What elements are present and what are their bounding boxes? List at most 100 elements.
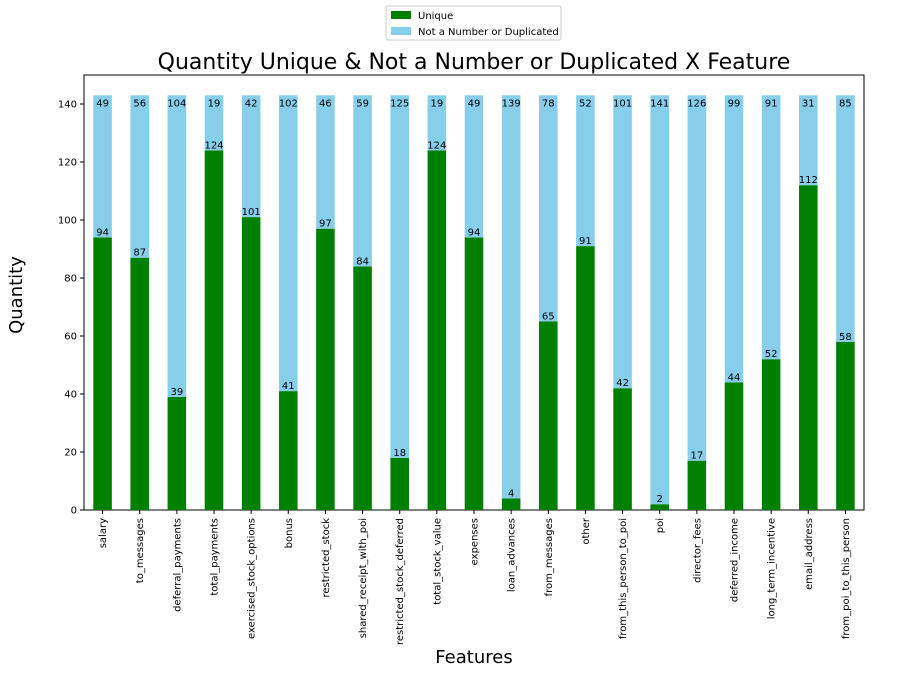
data-label-unique: 124 xyxy=(204,140,223,151)
x-tick-label: deferral_payments xyxy=(172,518,183,612)
data-label-nan-duplicated: 52 xyxy=(579,98,592,109)
bar-unique-total-payments xyxy=(204,150,224,510)
bar-nan-duplicated-long-term-incentive xyxy=(761,95,781,360)
data-label-nan-duplicated: 91 xyxy=(765,98,778,109)
bar-nan-duplicated-deferred-income xyxy=(724,95,744,383)
data-label-nan-duplicated: 49 xyxy=(96,98,109,109)
bar-labels-group: 9449875639104124191014241102974684591812… xyxy=(96,98,852,505)
bar-unique-from-poi-to-this-person xyxy=(836,341,855,510)
x-tick-label: email_address xyxy=(804,518,815,590)
data-label-unique: 4 xyxy=(508,488,514,499)
data-label-unique: 94 xyxy=(96,227,109,238)
bar-nan-duplicated-from-poi-to-this-person xyxy=(836,95,855,342)
x-tick-label: director_fees xyxy=(692,518,703,583)
x-tick-label: from_messages xyxy=(544,518,555,596)
data-label-unique: 84 xyxy=(356,256,369,267)
bar-nan-duplicated-total-stock-value xyxy=(427,95,447,151)
data-label-nan-duplicated: 31 xyxy=(802,98,815,109)
data-label-unique: 101 xyxy=(242,207,261,218)
y-tick-label: 20 xyxy=(64,448,77,459)
data-label-nan-duplicated: 102 xyxy=(279,98,298,109)
data-label-nan-duplicated: 104 xyxy=(167,98,186,109)
bar-unique-from-messages xyxy=(539,321,558,510)
y-tick-label: 60 xyxy=(64,332,77,343)
data-label-nan-duplicated: 101 xyxy=(613,98,632,109)
legend-swatch-unique xyxy=(391,11,411,19)
x-tick-label: restricted_stock_deferred xyxy=(395,518,406,645)
bar-unique-email-address xyxy=(799,185,818,510)
bar-unique-long-term-incentive xyxy=(761,359,781,510)
x-tick-label: loan_advances xyxy=(507,518,518,592)
bar-nan-duplicated-to-messages xyxy=(130,95,149,258)
bar-unique-loan-advances xyxy=(501,498,521,510)
bar-unique-salary xyxy=(93,237,112,510)
x-tick-label: exercised_stock_options xyxy=(247,518,258,639)
bar-unique-exercised-stock-options xyxy=(241,217,261,510)
data-label-nan-duplicated: 19 xyxy=(208,98,221,109)
bar-unique-from-this-person-to-poi xyxy=(613,388,632,510)
bar-unique-deferral-payments xyxy=(167,396,187,510)
bar-nan-duplicated-poi xyxy=(650,95,669,505)
data-label-nan-duplicated: 141 xyxy=(650,98,669,109)
data-label-unique: 44 xyxy=(728,372,741,383)
bar-nan-duplicated-exercised-stock-options xyxy=(241,95,261,218)
data-label-unique: 42 xyxy=(616,378,629,389)
bar-unique-bonus xyxy=(279,391,298,510)
y-tick-label: 0 xyxy=(71,506,77,517)
data-label-unique: 65 xyxy=(542,312,555,323)
bar-nan-duplicated-loan-advances xyxy=(501,95,521,499)
x-tick-label: total_payments xyxy=(210,518,221,596)
data-label-unique: 52 xyxy=(765,349,778,360)
x-tick-label: from_poi_to_this_person xyxy=(841,518,852,639)
x-tick-label: deferred_income xyxy=(730,518,741,602)
bar-unique-deferred-income xyxy=(724,382,744,510)
x-tick-label: shared_receipt_with_poi xyxy=(358,518,369,638)
data-label-nan-duplicated: 125 xyxy=(390,98,409,109)
legend-label-nan-duplicated: Not a Number or Duplicated xyxy=(418,27,559,38)
data-label-nan-duplicated: 99 xyxy=(728,98,741,109)
data-label-nan-duplicated: 49 xyxy=(468,98,481,109)
bar-nan-duplicated-restricted-stock-deferred xyxy=(390,95,409,458)
bar-unique-shared-receipt-with-poi xyxy=(353,266,372,510)
x-tick-label: salary xyxy=(98,518,109,548)
data-label-nan-duplicated: 139 xyxy=(502,98,521,109)
x-axis-label: Features xyxy=(435,647,512,668)
legend: Unique Not a Number or Duplicated xyxy=(385,5,562,41)
bar-nan-duplicated-expenses xyxy=(464,95,484,238)
bar-unique-restricted-stock-deferred xyxy=(390,457,409,510)
data-label-unique: 39 xyxy=(170,387,183,398)
data-label-unique: 58 xyxy=(839,332,852,343)
x-tick-label: bonus xyxy=(284,518,295,548)
data-label-nan-duplicated: 126 xyxy=(687,98,706,109)
x-axis: salary to_messages deferral_payments total_… xyxy=(98,510,852,645)
data-label-unique: 17 xyxy=(690,451,703,462)
bar-nan-duplicated-from-this-person-to-poi xyxy=(613,95,632,389)
bar-unique-to-messages xyxy=(130,257,149,510)
bar-unique-restricted-stock xyxy=(316,228,335,510)
y-axis-label: Quantity xyxy=(6,256,27,334)
data-label-nan-duplicated: 19 xyxy=(430,98,443,109)
bar-nan-duplicated-bonus xyxy=(279,95,298,392)
data-label-unique: 18 xyxy=(393,448,406,459)
x-tick-label: poi xyxy=(655,518,666,533)
data-label-unique: 94 xyxy=(468,227,481,238)
data-label-nan-duplicated: 42 xyxy=(245,98,258,109)
data-label-nan-duplicated: 56 xyxy=(133,98,146,109)
chart-title: Quantity Unique & Not a Number or Duplic… xyxy=(158,50,791,75)
bar-nan-duplicated-shared-receipt-with-poi xyxy=(353,95,372,267)
bar-nan-duplicated-director-fees xyxy=(687,95,707,461)
data-label-unique: 112 xyxy=(799,175,818,186)
bar-unique-other xyxy=(576,246,595,510)
bar-unique-expenses xyxy=(464,237,484,510)
data-label-unique: 87 xyxy=(133,248,146,259)
data-label-nan-duplicated: 78 xyxy=(542,98,555,109)
bar-nan-duplicated-salary xyxy=(93,95,112,238)
bar-nan-duplicated-deferral-payments xyxy=(167,95,187,397)
y-axis: 0 20 40 60 80 100 120 140 xyxy=(58,100,84,517)
bar-nan-duplicated-other xyxy=(576,95,595,247)
bar-unique-total-stock-value xyxy=(427,150,447,510)
data-label-unique: 97 xyxy=(319,219,332,230)
x-tick-label: long_term_incentive xyxy=(767,518,778,619)
y-tick-label: 120 xyxy=(58,158,77,169)
